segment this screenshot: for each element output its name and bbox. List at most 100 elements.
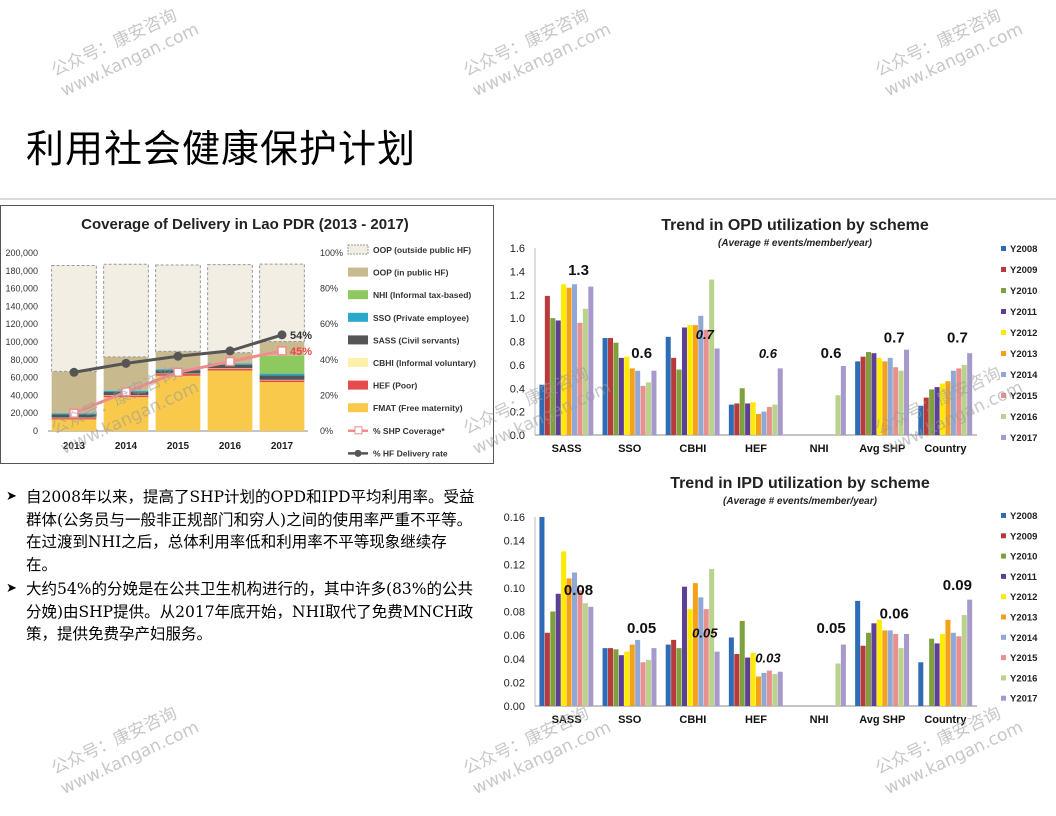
- chart2-title: Trend in OPD utilization by scheme: [661, 217, 929, 234]
- bar: [618, 655, 624, 706]
- bar: [967, 599, 973, 706]
- data-label: 0.7: [696, 327, 715, 342]
- data-label: 0.06: [880, 606, 909, 623]
- finding-item: ➤ 大约54%的分娩是在公共卫生机构进行的，其中许多(83%的公共分娩)由SHP…: [6, 578, 476, 646]
- legend-swatch: [1001, 634, 1006, 640]
- legend-label: Y2014: [1010, 633, 1038, 644]
- bar: [572, 284, 578, 435]
- bar: [607, 648, 614, 706]
- legend-label: Y2008: [1010, 244, 1037, 255]
- legend-label: HEF (Poor): [373, 381, 418, 391]
- stacked-bar-segment: [51, 264, 97, 372]
- legend-swatch: [1001, 393, 1006, 398]
- bar: [923, 397, 929, 435]
- bar: [745, 657, 751, 706]
- bar: [898, 370, 904, 435]
- bar: [939, 383, 946, 435]
- x-tick-label: CBHI: [679, 714, 706, 726]
- y-tick-label: 0.08: [504, 607, 525, 619]
- bar: [714, 348, 720, 435]
- legend-label: Y2015: [1010, 653, 1038, 664]
- bar: [613, 342, 619, 435]
- bar: [918, 662, 924, 706]
- line-point: [277, 346, 287, 356]
- legend-label: SSO (Private employee): [373, 313, 469, 323]
- bar: [855, 600, 861, 706]
- legend-label: Y2012: [1010, 592, 1037, 603]
- bar: [692, 325, 698, 435]
- chart3-title: Trend in IPD utilization by scheme: [670, 475, 930, 492]
- x-tick-label: SSO: [618, 714, 642, 726]
- page-title: 利用社会健康保护计划: [26, 127, 417, 171]
- legend-swatch: [348, 358, 368, 367]
- stacked-bar-segment: [207, 364, 253, 369]
- bar: [777, 368, 783, 435]
- stacked-bar-segment: [207, 264, 253, 354]
- bar: [855, 361, 861, 435]
- line-point: [121, 358, 131, 368]
- legend-swatch: [1001, 553, 1006, 559]
- stacked-bar-segment: [259, 375, 305, 380]
- legend-swatch: [1001, 533, 1006, 539]
- bar: [734, 654, 740, 706]
- y-tick-label: 0.04: [504, 654, 525, 666]
- x-tick-label: Country: [924, 714, 967, 726]
- bar: [865, 632, 872, 706]
- y-tick-label: 1.2: [510, 290, 525, 302]
- legend-swatch: [348, 312, 368, 322]
- bar: [582, 308, 588, 435]
- bar: [734, 403, 740, 435]
- y-tick-label: 180,000: [5, 266, 38, 276]
- bar: [544, 295, 550, 435]
- legend-label: Y2012: [1010, 328, 1037, 339]
- y-tick-label: 0.00: [504, 701, 525, 713]
- bar: [582, 603, 588, 706]
- data-label: 0.05: [816, 620, 845, 637]
- arrow-bullet-icon: ➤: [6, 581, 17, 596]
- bar: [956, 368, 962, 435]
- bar: [871, 353, 877, 435]
- bar: [539, 384, 545, 435]
- y2-tick-label: 60%: [320, 319, 338, 329]
- legend-swatch: [1001, 614, 1006, 620]
- bar: [577, 322, 583, 435]
- bar: [929, 638, 935, 706]
- legend-swatch: [1001, 655, 1006, 661]
- bar: [950, 632, 956, 706]
- y-tick-label: 0.0: [510, 430, 525, 442]
- bar: [777, 671, 783, 706]
- legend-swatch: [1001, 372, 1006, 377]
- bar: [629, 644, 635, 706]
- bar: [640, 662, 646, 706]
- x-tick-label: NHI: [810, 714, 829, 726]
- legend-label: % HF Delivery rate: [373, 448, 448, 458]
- bar: [613, 649, 619, 706]
- data-label: 0.6: [759, 346, 778, 361]
- legend-label: % SHP Coverage*: [373, 426, 445, 436]
- legend-label: Y2013: [1010, 613, 1037, 624]
- bar: [635, 370, 641, 435]
- bar: [572, 572, 578, 706]
- bar: [728, 404, 734, 435]
- x-tick-label: Avg SHP: [859, 714, 905, 726]
- data-label: 0.03: [755, 650, 781, 665]
- bar: [588, 286, 594, 435]
- chart3-subtitle: (Average # events/member/year): [723, 496, 878, 507]
- bar: [745, 403, 751, 435]
- bar: [876, 619, 882, 706]
- bar: [618, 357, 624, 435]
- legend-swatch: [1001, 267, 1006, 272]
- bar: [766, 670, 772, 706]
- x-tick-label: HEF: [745, 443, 767, 455]
- legend-swatch: [348, 380, 368, 390]
- line-point: [225, 356, 235, 367]
- bar: [882, 361, 888, 435]
- bar: [766, 406, 772, 435]
- bar: [893, 633, 899, 706]
- legend-label: SASS (Civil servants): [373, 335, 460, 345]
- legend-swatch: [348, 335, 368, 345]
- legend-swatch: [1001, 351, 1006, 356]
- data-label: 0.6: [821, 345, 842, 362]
- bar: [893, 367, 899, 435]
- legend-swatch: [348, 267, 368, 277]
